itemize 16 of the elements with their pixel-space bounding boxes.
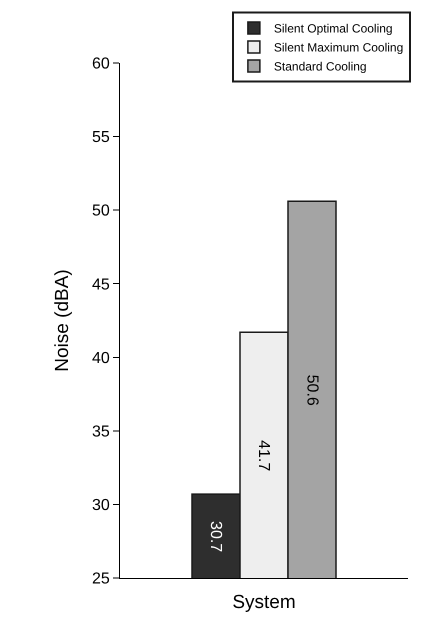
legend-label: Silent Maximum Cooling [274, 40, 404, 55]
x-axis-title: System [232, 592, 296, 614]
y-tick-label: 50 [92, 202, 110, 220]
y-axis-title: Noise (dBA) [52, 269, 73, 372]
y-tick-label: 45 [92, 276, 110, 294]
data-label: 30.7 [207, 521, 224, 552]
y-tick-label: 55 [92, 129, 110, 146]
y-tick-label: 40 [92, 350, 110, 367]
y-tick-label: 30 [92, 497, 110, 514]
data-label: 50.6 [304, 374, 321, 406]
y-tick-label: 35 [92, 423, 110, 440]
legend-label: Standard Cooling [274, 60, 367, 74]
data-label: 41.7 [255, 440, 272, 472]
legend-label: Silent Optimal Cooling [274, 22, 393, 36]
y-tick-label: 25 [92, 570, 110, 588]
y-tick-label: 60 [92, 56, 110, 73]
